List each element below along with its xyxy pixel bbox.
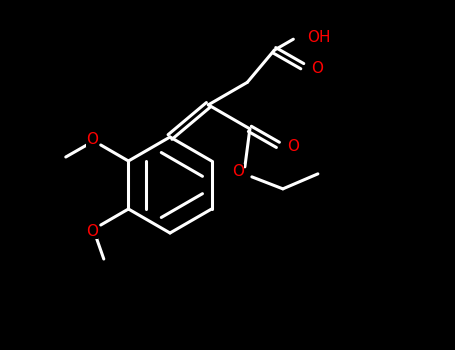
Text: O: O bbox=[311, 61, 323, 76]
Text: O: O bbox=[86, 224, 98, 238]
Text: O: O bbox=[86, 132, 98, 147]
Text: O: O bbox=[232, 164, 244, 179]
Text: OH: OH bbox=[307, 30, 331, 45]
Text: O: O bbox=[287, 139, 299, 154]
